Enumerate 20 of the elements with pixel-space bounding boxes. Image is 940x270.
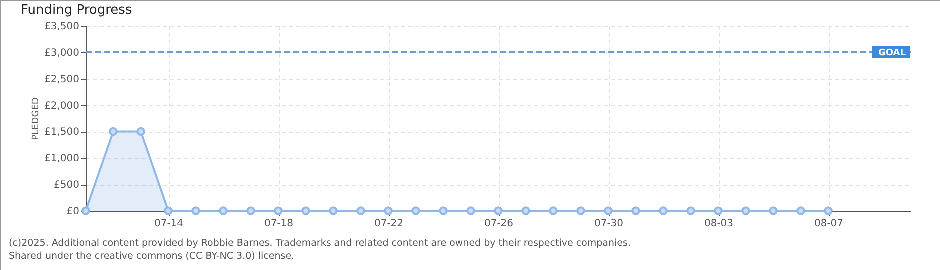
y-tick-label: £0 [66,206,80,218]
y-tick-label: £2,500 [44,74,80,86]
x-tick-label: 07-30 [594,218,624,230]
x-tick-label: 07-26 [484,218,514,230]
chart-title: Funding Progress [21,3,132,18]
x-tick-label: 07-22 [374,218,404,230]
text: (c)2025. Additional content provided by Robbie Barnes. Trademarks and related content are owned by their respective companies. [9,237,631,250]
y-tick-label: £3,000 [44,48,80,59]
text: Shared under the creative commons (CC BY-NC 3.0) license. [9,250,296,263]
ref-line-label: GOAL [878,48,906,58]
y-axis-title: PLEDGED [32,98,42,140]
y-tick-label: £500 [54,180,80,192]
x-tick-label: 07-18 [264,218,294,230]
x-tick-label: 08-03 [704,218,734,230]
y-tick-label: £3,500 [44,22,80,32]
x-tick-label: 07-14 [154,218,184,230]
y-tick-label: £1,500 [44,127,80,138]
y-tick-label: £1,000 [44,154,80,165]
x-tick-label: 08-07 [814,218,844,230]
y-tick-label: £2,000 [44,100,80,112]
